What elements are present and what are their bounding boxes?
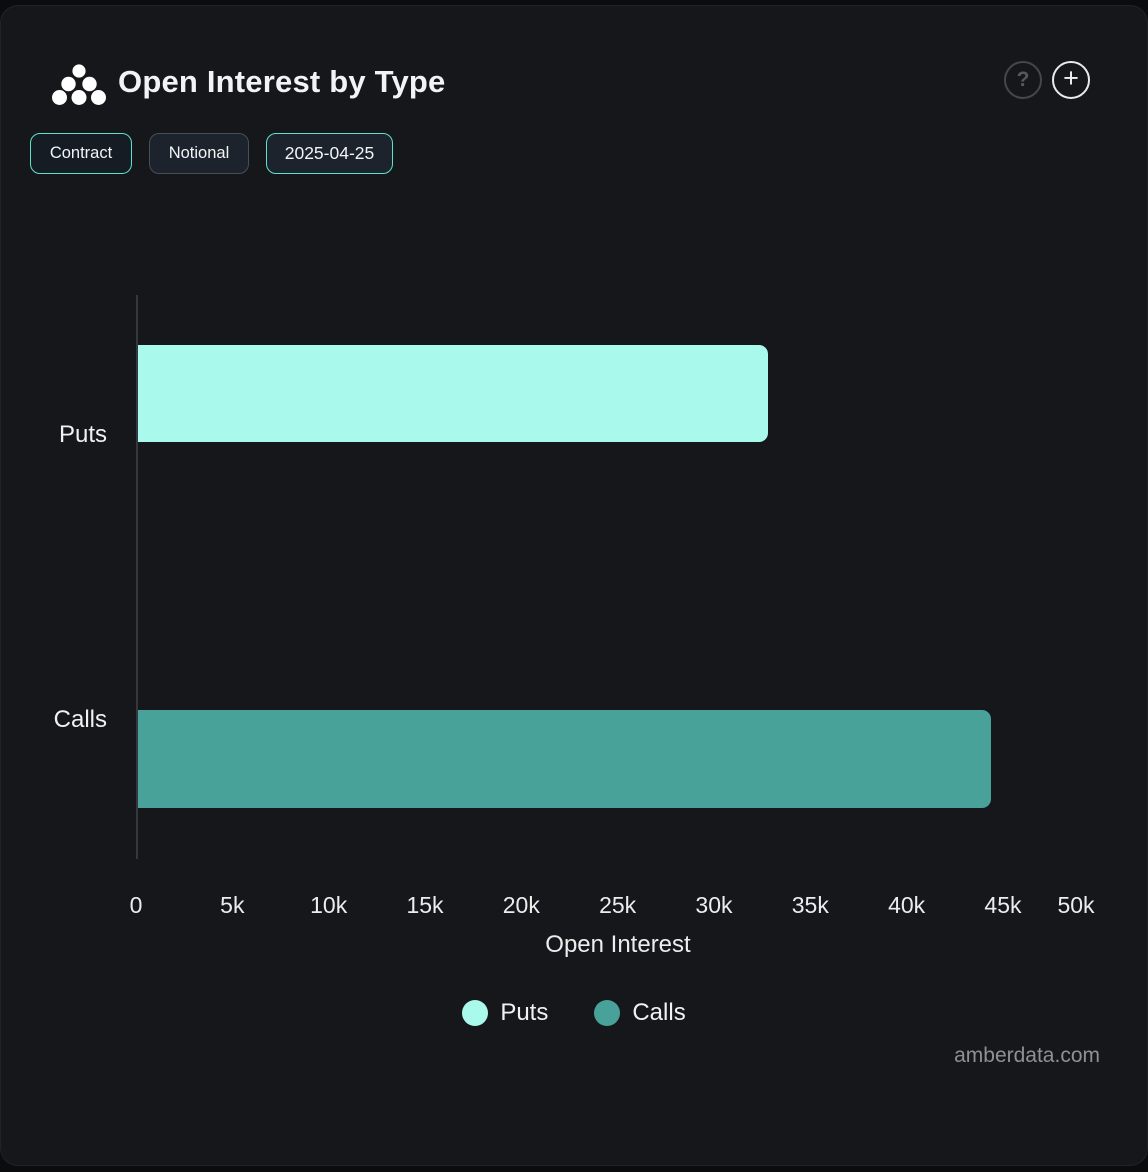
help-button[interactable]: ? (1004, 61, 1042, 99)
page-title: Open Interest by Type (118, 64, 446, 99)
x-tick-label: 5k (220, 892, 245, 918)
amberdata-logo-icon (52, 64, 106, 105)
x-tick-label: 35k (791, 892, 829, 918)
question-mark-icon: ? (1016, 68, 1030, 91)
chart-legend: Puts Calls (0, 999, 1148, 1027)
x-tick-label: 10k (310, 892, 348, 918)
legend-item-calls[interactable]: Calls (594, 999, 686, 1027)
x-tick-label: 50k (1057, 892, 1095, 918)
x-tick-label: 40k (888, 892, 926, 918)
y-axis-line (136, 295, 138, 859)
watermark: amberdata.com (954, 1044, 1100, 1067)
legend-item-puts[interactable]: Puts (462, 999, 548, 1027)
x-axis-title: Open Interest (545, 931, 691, 958)
legend-marker-calls (594, 1000, 621, 1026)
y-category-label-calls: Calls (53, 706, 107, 733)
add-button[interactable]: + (1052, 61, 1090, 99)
notional-toggle-label: Notional (168, 144, 230, 162)
y-category-label-puts: Puts (58, 421, 107, 448)
legend-label-calls: Calls (632, 999, 686, 1026)
x-tick-label: 25k (599, 892, 637, 918)
contract-toggle-button[interactable]: Contract (30, 133, 132, 174)
x-tick-label: 15k (406, 892, 444, 918)
date-picker-button[interactable]: 2025-04-25 (266, 133, 393, 174)
plus-icon: + (1063, 62, 1079, 93)
x-tick-label: 0 (129, 892, 143, 918)
contract-toggle-label: Contract (49, 144, 113, 162)
x-tick-label: 45k (984, 892, 1022, 918)
legend-marker-puts (462, 1000, 489, 1026)
card-panel (0, 5, 1148, 1166)
x-tick-label: 20k (502, 892, 540, 918)
x-axis-ticks: 0 5k 10k 15k 20k 25k 30k 35k 40k 45k 50k (0, 892, 1148, 920)
date-picker-label: 2025-04-25 (284, 143, 375, 163)
legend-label-puts: Puts (500, 999, 549, 1026)
x-tick-label: 30k (695, 892, 733, 918)
notional-toggle-button[interactable]: Notional (149, 133, 249, 174)
calls-bar[interactable] (138, 710, 991, 808)
puts-bar[interactable] (138, 345, 768, 442)
